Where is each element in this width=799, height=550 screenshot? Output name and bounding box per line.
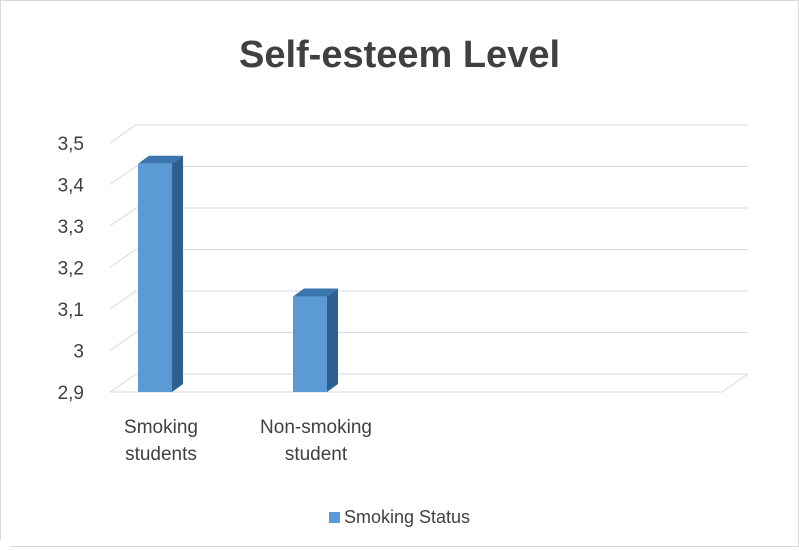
y-tick-label: 3 (73, 342, 84, 363)
legend-swatch (328, 512, 340, 523)
bar-top (138, 155, 183, 164)
gridline (109, 332, 748, 351)
y-tick-label: 2,9 (58, 383, 84, 404)
gridline (109, 249, 748, 268)
legend: Smoking Status (0, 507, 799, 528)
y-tick-label: 3,3 (58, 217, 84, 238)
x-category-label: students (125, 444, 197, 465)
bar (293, 296, 327, 392)
x-category-label: Non-smoking (260, 417, 372, 438)
gridline (109, 124, 748, 144)
bar-top (293, 288, 338, 297)
x-category-label: Smoking (124, 417, 198, 438)
bar-side (327, 288, 338, 392)
bar-side (172, 155, 183, 392)
gridline (109, 166, 748, 185)
x-category-label: student (285, 444, 348, 465)
chart-title: Self-esteem Level (238, 34, 561, 76)
legend-label: Smoking Status (343, 507, 471, 527)
gridline (109, 373, 748, 393)
bar (138, 163, 172, 392)
gridline (109, 290, 748, 310)
y-tick-label: 3,1 (58, 300, 84, 321)
y-tick-label: 3,2 (58, 259, 84, 280)
y-tick-label: 3,5 (58, 134, 84, 155)
y-tick-label: 3,4 (58, 176, 85, 197)
gridline (109, 207, 748, 227)
floor-edge (721, 373, 749, 393)
